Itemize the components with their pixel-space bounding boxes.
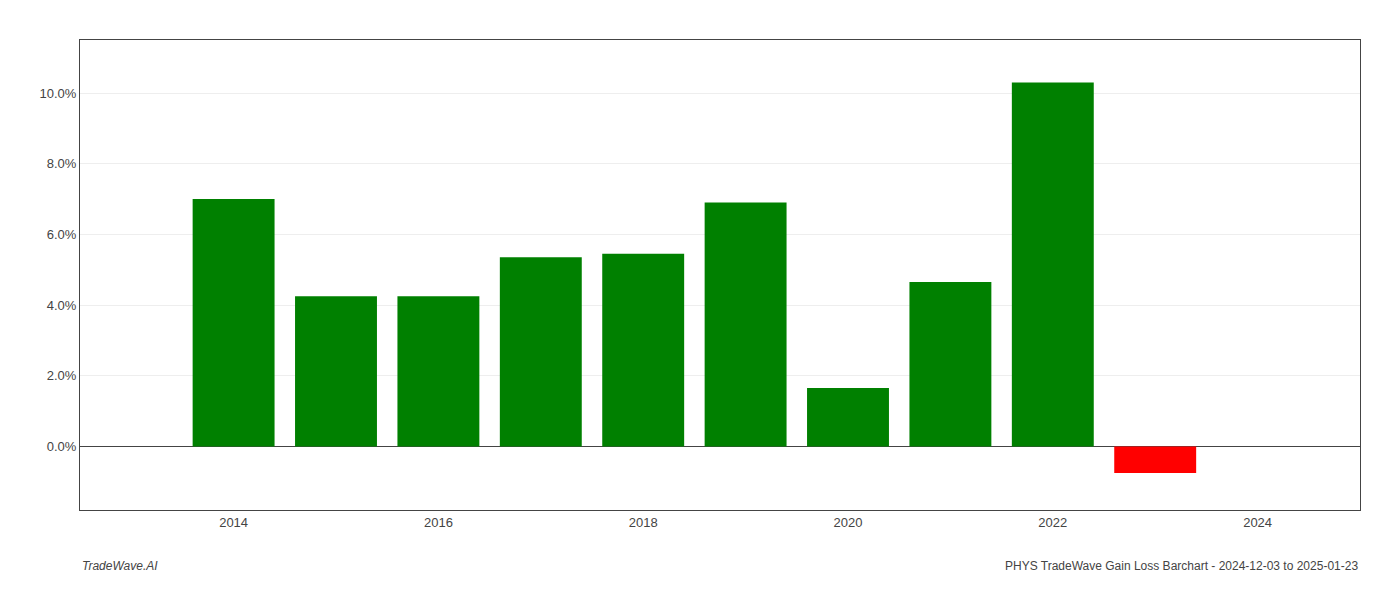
svg-text:2024: 2024 [1243, 515, 1272, 530]
svg-text:2020: 2020 [834, 515, 863, 530]
svg-text:2022: 2022 [1038, 515, 1067, 530]
svg-text:2014: 2014 [219, 515, 248, 530]
svg-text:2016: 2016 [424, 515, 453, 530]
svg-text:TradeWave.AI: TradeWave.AI [82, 559, 158, 573]
svg-text:2.0%: 2.0% [47, 368, 77, 383]
svg-text:10.0%: 10.0% [40, 86, 77, 101]
svg-text:2018: 2018 [629, 515, 658, 530]
svg-text:4.0%: 4.0% [47, 298, 77, 313]
svg-text:6.0%: 6.0% [47, 227, 77, 242]
svg-text:0.0%: 0.0% [47, 439, 77, 454]
svg-text:8.0%: 8.0% [47, 156, 77, 171]
svg-text:PHYS TradeWave Gain Loss Barch: PHYS TradeWave Gain Loss Barchart - 2024… [1005, 559, 1358, 573]
